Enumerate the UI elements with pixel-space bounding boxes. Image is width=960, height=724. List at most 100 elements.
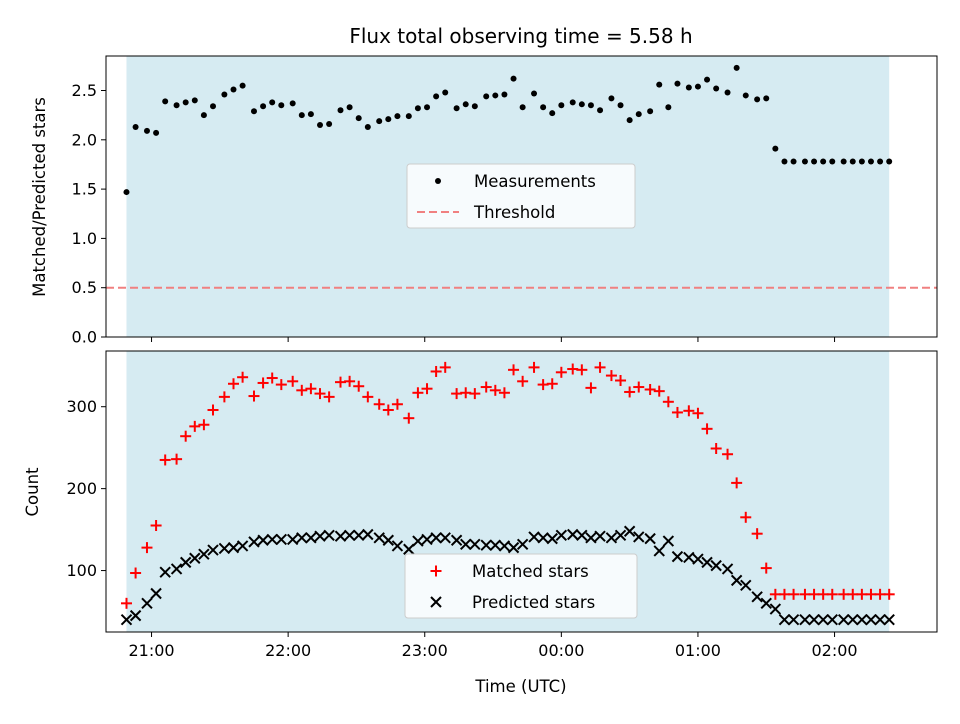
x-b bbox=[129, 609, 142, 622]
x-b bbox=[817, 614, 829, 626]
matched-star-point bbox=[701, 423, 713, 435]
measurement-point bbox=[182, 99, 189, 106]
matched-star-point bbox=[141, 542, 153, 554]
x-b bbox=[170, 563, 183, 575]
matched-star-point bbox=[323, 391, 335, 403]
legend-label: Predicted stars bbox=[472, 593, 595, 612]
predicted-star-point bbox=[469, 538, 481, 551]
x-b bbox=[594, 530, 606, 542]
measurement-point bbox=[685, 84, 692, 91]
matched-star-point bbox=[826, 588, 838, 600]
x-axis-label: Time (UTC) bbox=[474, 677, 566, 696]
matched-star-point bbox=[237, 371, 249, 383]
x-b bbox=[528, 531, 540, 543]
x-b bbox=[430, 532, 442, 544]
x-b bbox=[296, 532, 308, 544]
matched-star-point bbox=[883, 588, 895, 600]
measurement-point bbox=[772, 145, 779, 152]
measurement-point bbox=[250, 108, 257, 115]
measurement-point bbox=[269, 99, 276, 106]
measurement-point bbox=[462, 101, 469, 108]
y-tick-label: 1.5 bbox=[72, 180, 97, 199]
x-tick-label: 22:00 bbox=[265, 641, 311, 660]
predicted-star-point bbox=[787, 614, 800, 626]
measurement-point bbox=[656, 81, 663, 88]
matched-star-point bbox=[344, 375, 356, 387]
x-b bbox=[421, 533, 433, 546]
predicted-star-point bbox=[334, 530, 347, 542]
legend-label: Matched stars bbox=[472, 562, 589, 581]
x-b bbox=[865, 614, 877, 626]
matched-star-point bbox=[412, 387, 424, 399]
top-panel: 0.0 0.5 1.0 1.5 2.0 2.5 Measurements Threshold bbox=[72, 55, 938, 347]
x-b bbox=[403, 543, 415, 555]
x-b bbox=[266, 533, 278, 546]
predicted-star-point bbox=[567, 528, 579, 541]
measurement-point bbox=[733, 64, 740, 71]
measurement-point bbox=[442, 89, 449, 96]
measurement-point bbox=[239, 82, 246, 89]
matched-star-point bbox=[585, 382, 597, 394]
measurement-point bbox=[724, 89, 731, 96]
predicted-star-point bbox=[614, 529, 627, 542]
measurement-point bbox=[405, 113, 412, 120]
matched-star-point bbox=[421, 383, 433, 395]
x-b bbox=[847, 614, 859, 626]
matched-star-point bbox=[751, 528, 763, 540]
x-b bbox=[826, 614, 838, 626]
measurement-point bbox=[326, 121, 333, 128]
measurement-point bbox=[781, 158, 788, 165]
legend: Matched stars Predicted stars bbox=[404, 553, 638, 619]
matched-star-point bbox=[644, 384, 656, 396]
top-y-axis-label: Matched/Predicted stars bbox=[30, 97, 49, 297]
x-b bbox=[150, 587, 162, 600]
x-b bbox=[585, 532, 597, 544]
x-tick-label: 21:00 bbox=[128, 641, 174, 660]
measurement-point bbox=[849, 158, 856, 165]
measurement-point bbox=[453, 105, 460, 112]
legend-x-b bbox=[430, 596, 442, 608]
x-b bbox=[507, 541, 520, 554]
x-b bbox=[567, 528, 579, 541]
predicted-star-point bbox=[740, 579, 752, 592]
predicted-star-point bbox=[373, 532, 385, 544]
matched-star-point bbox=[266, 372, 278, 384]
predicted-star-point bbox=[266, 533, 278, 546]
predicted-star-point bbox=[730, 574, 743, 587]
predicted-star-point bbox=[516, 538, 529, 551]
x-b bbox=[460, 538, 472, 551]
x-b bbox=[334, 530, 347, 542]
series-dot bbox=[123, 64, 893, 196]
measurement-point bbox=[364, 123, 371, 130]
predicted-star-point bbox=[701, 556, 713, 569]
matched-star-point bbox=[517, 375, 529, 387]
matched-star-point bbox=[382, 404, 394, 416]
measurement-point bbox=[385, 116, 392, 123]
predicted-star-point bbox=[430, 532, 442, 544]
measurement-point bbox=[307, 111, 314, 118]
x-b bbox=[305, 532, 317, 544]
measurement-point bbox=[840, 158, 847, 165]
x-b bbox=[227, 541, 240, 554]
predicted-star-point bbox=[576, 529, 588, 542]
x-b bbox=[236, 540, 249, 552]
matched-star-point bbox=[171, 453, 183, 465]
x-b bbox=[323, 529, 335, 542]
measurement-point bbox=[153, 129, 160, 136]
x-b bbox=[623, 525, 636, 537]
plot-frame bbox=[105, 350, 938, 633]
x-b bbox=[555, 529, 568, 542]
measurement-point bbox=[617, 102, 624, 109]
measurement-point bbox=[578, 101, 585, 108]
predicted-star-point bbox=[403, 543, 415, 555]
x-b bbox=[141, 597, 153, 610]
matched-star-point bbox=[391, 398, 403, 410]
x-tick-label: 02:00 bbox=[811, 641, 857, 660]
x-b bbox=[799, 614, 811, 626]
predicted-star-point bbox=[778, 614, 791, 626]
x-b bbox=[856, 614, 868, 626]
measurement-point bbox=[742, 92, 749, 99]
matched-star-point bbox=[373, 398, 385, 410]
x-b bbox=[710, 559, 722, 572]
x-b bbox=[769, 603, 782, 615]
